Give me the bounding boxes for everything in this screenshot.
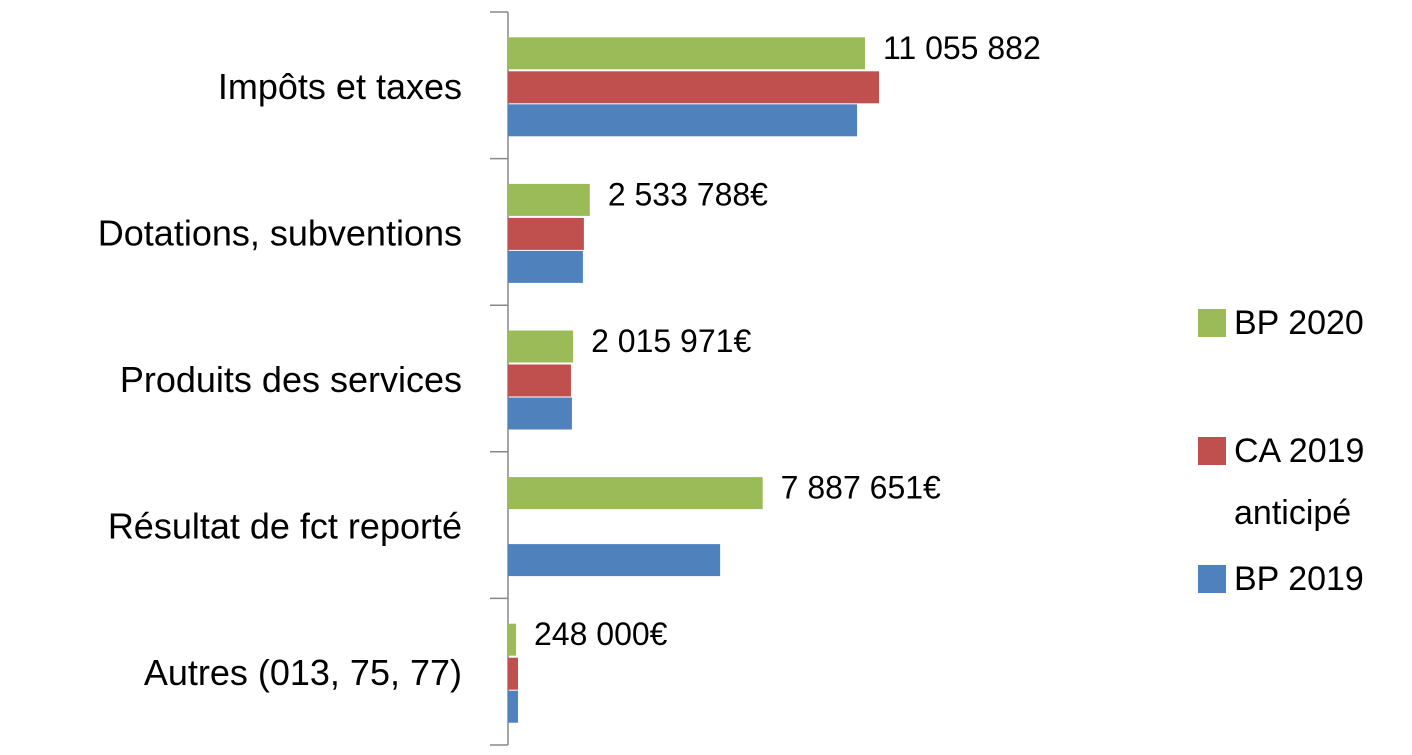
legend-label: BP 2019 <box>1234 560 1364 598</box>
legend-item: CA 2019 anticipé <box>1198 420 1398 544</box>
legend-label: BP 2020 <box>1234 304 1364 342</box>
bar <box>508 71 879 104</box>
data-label: 7 887 651€ <box>781 470 941 506</box>
bar <box>508 690 519 723</box>
category-label: Produits des services <box>120 359 462 400</box>
category-label: Autres (013, 75, 77) <box>144 652 462 693</box>
bar <box>508 544 721 577</box>
bar <box>508 623 517 656</box>
legend-swatch <box>1198 565 1226 593</box>
legend-item: BP 2020 <box>1198 292 1398 354</box>
legend-label: CA 2019 anticipé <box>1234 432 1365 532</box>
bar <box>508 397 572 430</box>
bar <box>508 330 574 363</box>
category-label: Dotations, subventions <box>98 212 462 253</box>
bar <box>508 217 584 250</box>
bar <box>508 183 590 216</box>
legend-item: BP 2019 <box>1198 548 1398 610</box>
legend-swatch <box>1198 309 1226 337</box>
legend-swatch <box>1198 437 1226 465</box>
bar <box>508 477 763 510</box>
category-label: Impôts et taxes <box>218 66 462 107</box>
bar <box>508 250 583 283</box>
bar <box>508 37 865 70</box>
data-label: 2 015 971€ <box>591 323 751 359</box>
data-label: 248 000€ <box>534 616 668 652</box>
data-label: 11 055 882 <box>883 30 1041 66</box>
category-label: Résultat de fct reporté <box>108 506 462 547</box>
bar <box>508 104 858 137</box>
bar <box>508 657 519 690</box>
data-label: 2 533 788€ <box>608 176 768 212</box>
bar <box>508 364 571 397</box>
